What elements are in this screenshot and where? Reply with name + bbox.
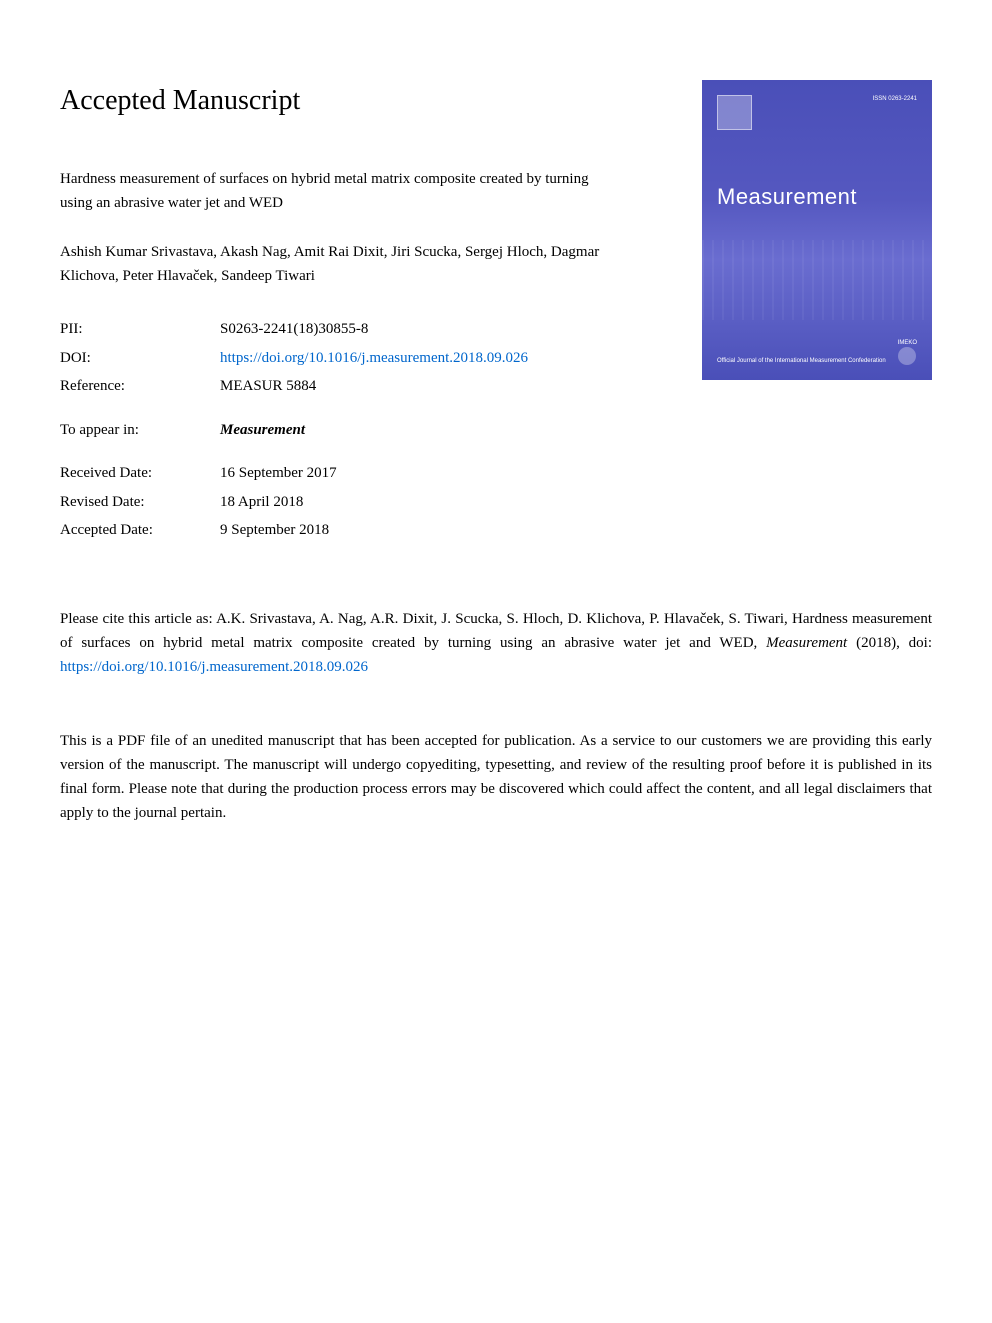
citation-block: Please cite this article as: A.K. Srivas… [60,607,932,679]
article-title: Hardness measurement of surfaces on hybr… [60,167,620,215]
cover-bottom: Official Journal of the International Me… [717,340,917,365]
authors-list: Ashish Kumar Srivastava, Akash Nag, Amit… [60,240,620,288]
cover-pattern [702,240,932,320]
metadata-table: PII: S0263-2241(18)30855-8 DOI: https://… [60,318,620,542]
pii-value: S0263-2241(18)30855-8 [220,318,620,341]
imeko-block: IMEKO [898,340,917,365]
left-column: Accepted Manuscript Hardness measurement… [60,80,620,567]
received-label: Received Date: [60,462,220,485]
journal-cover: ISSN 0263-2241 Measurement Official Jour… [702,80,932,380]
appear-value: Measurement [220,419,620,442]
citation-year: (2018), doi: [847,635,932,651]
cover-issn: ISSN 0263-2241 [873,95,917,104]
received-value: 16 September 2017 [220,462,620,485]
accepted-value: 9 September 2018 [220,519,620,542]
doi-link[interactable]: https://doi.org/10.1016/j.measurement.20… [220,347,620,370]
metadata-row-pii: PII: S0263-2241(18)30855-8 [60,318,620,341]
pii-label: PII: [60,318,220,341]
disclaimer-text: This is a PDF file of an unedited manusc… [60,729,932,825]
accepted-label: Accepted Date: [60,519,220,542]
revised-value: 18 April 2018 [220,491,620,514]
header-section: Accepted Manuscript Hardness measurement… [60,80,932,567]
cover-top: ISSN 0263-2241 [717,95,917,130]
metadata-row-reference: Reference: MEASUR 5884 [60,375,620,398]
reference-value: MEASUR 5884 [220,375,620,398]
spacer [60,447,620,462]
citation-journal: Measurement [766,635,847,651]
cover-journal-title: Measurement [717,180,917,213]
elsevier-logo-icon [717,95,752,130]
metadata-row-received: Received Date: 16 September 2017 [60,462,620,485]
imeko-label: IMEKO [898,340,917,347]
metadata-row-revised: Revised Date: 18 April 2018 [60,491,620,514]
reference-label: Reference: [60,375,220,398]
metadata-row-accepted: Accepted Date: 9 September 2018 [60,519,620,542]
imeko-logo-icon [898,347,916,365]
page-title: Accepted Manuscript [60,80,620,122]
revised-label: Revised Date: [60,491,220,514]
doi-label: DOI: [60,347,220,370]
cover-confederation-text: Official Journal of the International Me… [717,358,886,365]
metadata-row-appear: To appear in: Measurement [60,419,620,442]
metadata-row-doi: DOI: https://doi.org/10.1016/j.measureme… [60,347,620,370]
citation-doi-link[interactable]: https://doi.org/10.1016/j.measurement.20… [60,659,368,675]
appear-label: To appear in: [60,419,220,442]
spacer [60,404,620,419]
